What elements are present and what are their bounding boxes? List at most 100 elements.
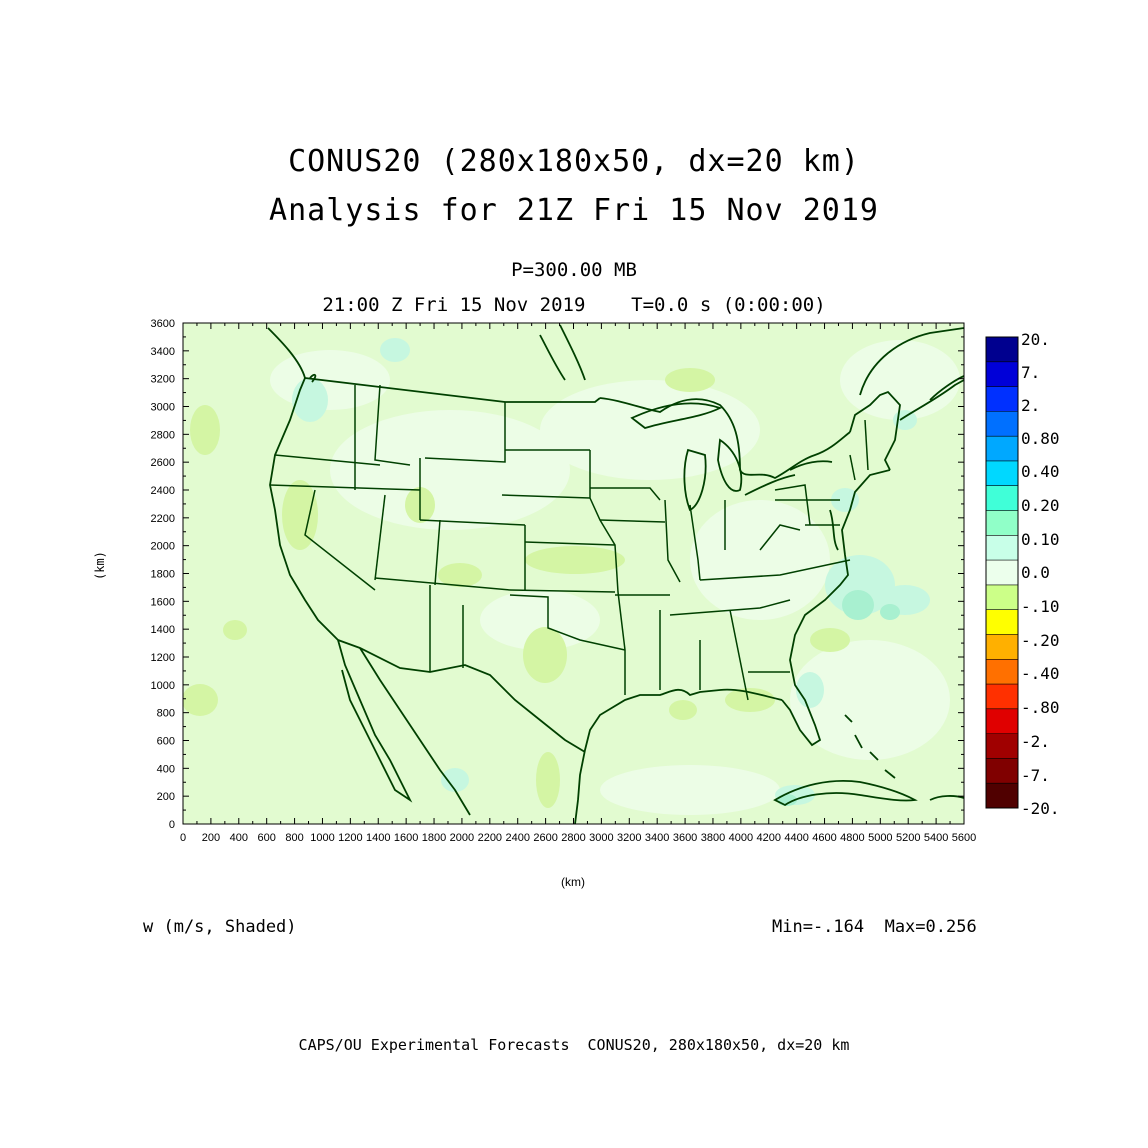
colorbar-swatch	[986, 436, 1018, 462]
colorbar-label: -.80	[1021, 698, 1060, 717]
lake-ontario	[789, 460, 833, 471]
colorbar-label: 20.	[1021, 330, 1050, 349]
colorbar-swatch	[986, 609, 1018, 635]
chesapeake-bay	[829, 509, 839, 551]
us-mexico-border	[337, 639, 586, 753]
y-tick-label: 200	[157, 791, 175, 803]
x-tick-label: 1400	[366, 832, 390, 844]
x-tick-label: 4200	[757, 832, 781, 844]
puget-sound	[309, 373, 317, 383]
baja-california	[337, 639, 413, 803]
colorbar-label: 0.20	[1021, 496, 1060, 515]
colorbar-swatch	[986, 634, 1018, 660]
y-tick-label: 0	[169, 819, 175, 831]
colorbar-swatch	[986, 485, 1018, 512]
axis-ticks	[182, 322, 965, 825]
y-tick-label: 2400	[151, 485, 175, 497]
x-tick-label: 3000	[589, 832, 613, 844]
x-tick-label: 0	[180, 832, 186, 844]
y-tick-label: 2200	[151, 513, 175, 525]
lake-winnipeg	[539, 324, 586, 381]
y-tick-label: 800	[157, 708, 175, 720]
colorbar-swatch	[986, 684, 1018, 710]
x-tick-label: 4800	[840, 832, 864, 844]
y-tick-label: 1200	[151, 652, 175, 664]
map-borders	[267, 324, 964, 824]
colorbar-label: -20.	[1021, 799, 1060, 818]
y-tick-label: 2600	[151, 457, 175, 469]
title-line1: CONUS20 (280x180x50, dx=20 km)	[288, 144, 860, 179]
x-tick-label: 2000	[450, 832, 474, 844]
hispaniola	[929, 795, 964, 801]
x-tick-label: 400	[230, 832, 248, 844]
y-tick-label: 400	[157, 763, 175, 775]
colorbar-swatch	[986, 510, 1018, 536]
y-tick-label: 3400	[151, 346, 175, 358]
x-tick-label: 2600	[533, 832, 557, 844]
x-tick-label: 600	[257, 832, 275, 844]
gulf-coast	[577, 688, 783, 801]
colorbar-swatch	[986, 758, 1018, 784]
colorbar-swatch	[986, 460, 1018, 487]
x-tick-label: 3600	[673, 832, 697, 844]
x-tick-label: 1800	[422, 832, 446, 844]
colorbar-label: -.40	[1021, 664, 1060, 683]
nova-scotia	[899, 379, 964, 421]
colorbar-label: 0.80	[1021, 429, 1060, 448]
colorbar-swatch	[986, 783, 1018, 809]
y-tick-label: 2800	[151, 429, 175, 441]
colorbar-swatch	[986, 337, 1018, 363]
x-tick-label: 200	[202, 832, 220, 844]
x-tick-label: 4600	[812, 832, 836, 844]
colorbar-label: -.20	[1021, 631, 1060, 650]
x-axis-label: (km)	[561, 875, 585, 889]
title-line2: Analysis for 21Z Fri 15 Nov 2019	[269, 193, 879, 228]
x-tick-label: 1200	[338, 832, 362, 844]
tick-labels: 0 200 400 600 800 1000 1200 1400 1600 1800 2000 220…	[151, 318, 977, 844]
x-tick-label: 4400	[784, 832, 808, 844]
colorbar-label: -7.	[1021, 766, 1050, 785]
y-tick-label: 1800	[151, 569, 175, 581]
colorbar-label: 2.	[1021, 396, 1040, 415]
field-stats: Min=-.164 Max=0.256	[772, 917, 977, 937]
footer-credit: CAPS/OU Experimental Forecasts CONUS20, …	[298, 1036, 850, 1054]
canada-border	[304, 377, 601, 403]
y-tick-label: 3600	[151, 318, 175, 330]
canada-coast	[859, 327, 964, 396]
colorbar-swatch	[986, 411, 1018, 437]
x-tick-label: 1600	[394, 832, 418, 844]
colorbar-swatch	[986, 535, 1018, 561]
field-cyan-patches	[292, 338, 930, 805]
time-label: 21:00 Z Fri 15 Nov 2019 T=0.0 s (0:00:00…	[322, 294, 826, 316]
bc-coast	[267, 327, 306, 379]
x-tick-label: 2200	[478, 832, 502, 844]
colorbar-swatch	[986, 361, 1018, 388]
newfoundland-coast	[929, 375, 964, 401]
mexico-west-coast	[359, 647, 471, 816]
x-tick-label: 2800	[561, 832, 585, 844]
new-england-border	[849, 390, 901, 471]
colorbar-swatches	[985, 336, 1019, 809]
x-tick-label: 5600	[952, 832, 976, 844]
east-coast	[781, 469, 891, 747]
west-coast	[269, 377, 339, 641]
colorbar-label: 0.40	[1021, 462, 1060, 481]
y-tick-label: 600	[157, 736, 175, 748]
y-tick-label: 1400	[151, 624, 175, 636]
lake-superior	[630, 402, 723, 430]
field-label: w (m/s, Shaded)	[143, 917, 297, 937]
x-tick-label: 1000	[310, 832, 334, 844]
colorbar-label: 0.10	[1021, 530, 1060, 549]
colorbar-swatch	[986, 386, 1018, 412]
y-tick-label: 1000	[151, 680, 175, 692]
shaded-field	[183, 323, 964, 824]
level-label: P=300.00 MB	[511, 259, 637, 281]
colorbar-labels: 20. 7. 2. 0.80 0.40 0.20 0.10 0.0 -.10 -.20 -.40 -.…	[1021, 330, 1060, 818]
colorbar-frame	[985, 336, 1019, 809]
x-tick-label: 5400	[924, 832, 948, 844]
x-tick-label: 5000	[868, 832, 892, 844]
colorbar-swatch	[986, 584, 1018, 611]
colorbar-swatch	[986, 733, 1018, 759]
